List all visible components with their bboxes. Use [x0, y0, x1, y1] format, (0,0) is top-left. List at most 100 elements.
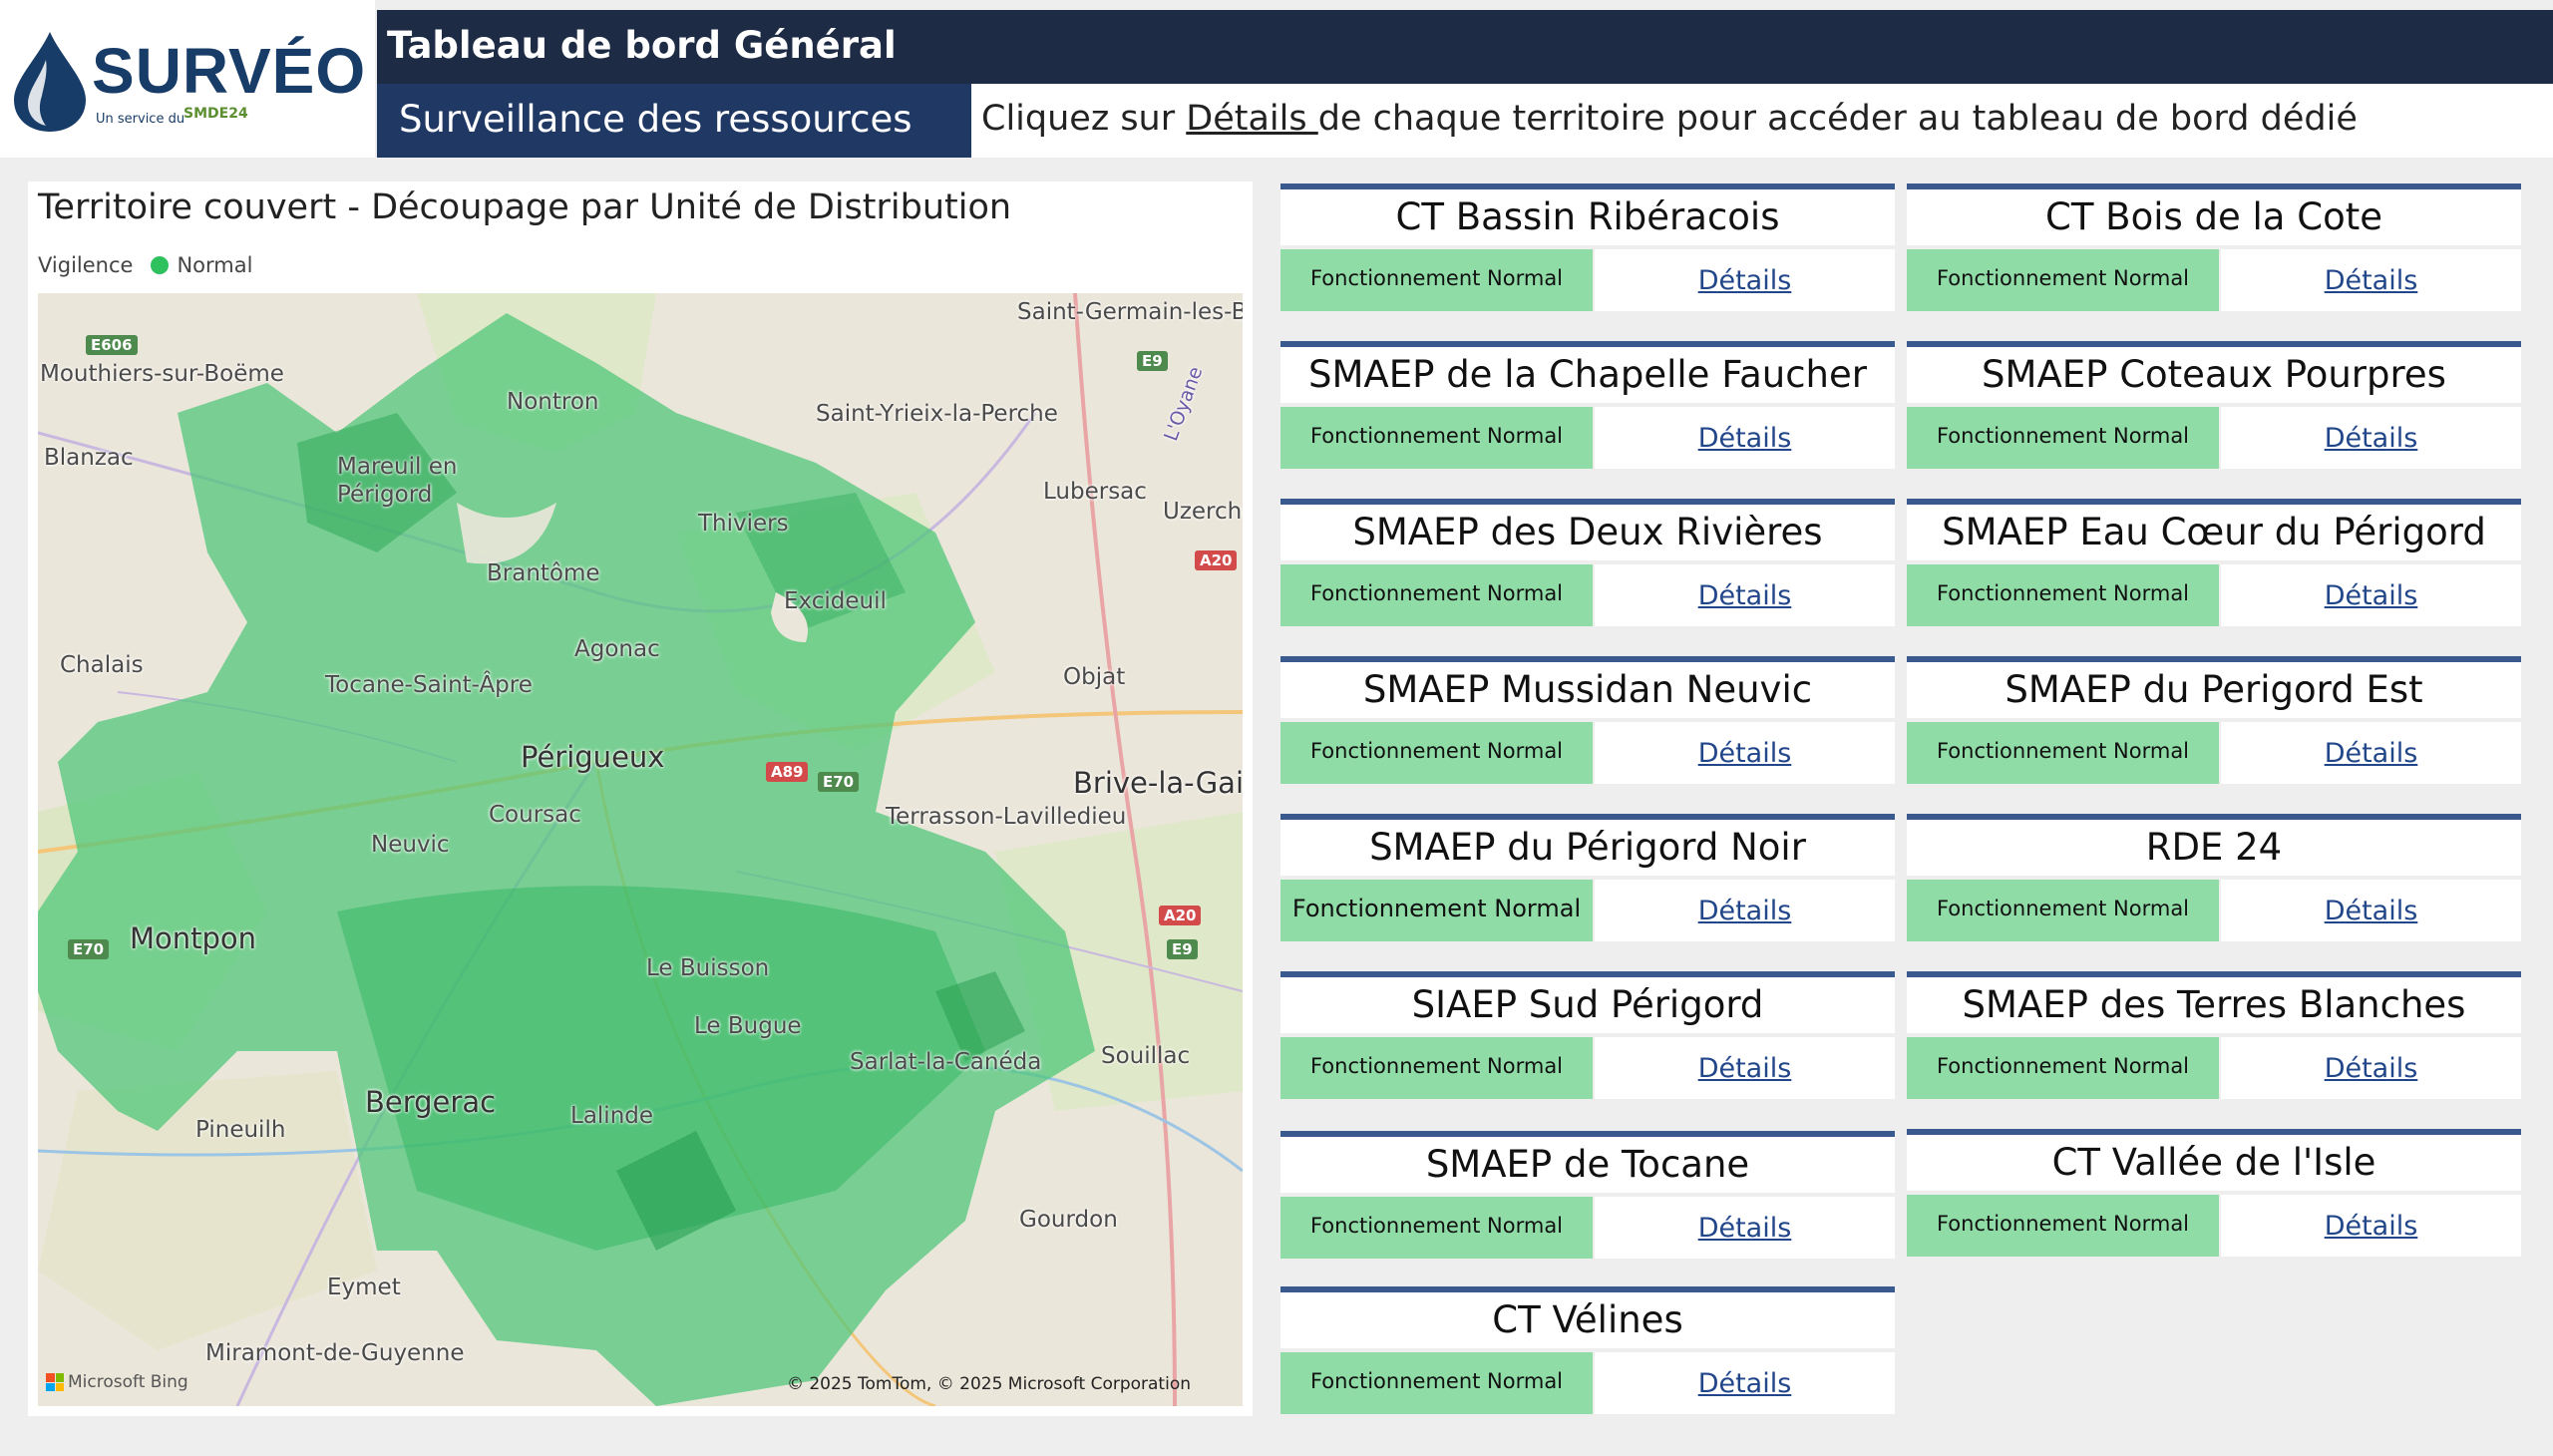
territory-card: CT Vélines Fonctionnement Normal Détails [1280, 1286, 1895, 1414]
details-link[interactable]: Détails [2221, 564, 2521, 626]
status-badge: Fonctionnement Normal [1280, 1197, 1593, 1259]
details-link[interactable]: Détails [2221, 1037, 2521, 1099]
status-badge: Fonctionnement Normal [1280, 1037, 1593, 1099]
legend-label: Vigilence [38, 253, 134, 277]
place-label: Le Bugue [694, 1013, 802, 1039]
territory-name: SMAEP Eau Cœur du Périgord [1907, 499, 2521, 560]
microsoft-logo-icon [46, 1373, 64, 1391]
place-label: Blanzac [44, 445, 134, 471]
place-label: Lalinde [570, 1103, 654, 1129]
place-label: Miramont-de-Guyenne [205, 1340, 465, 1366]
place-label: Chalais [60, 652, 144, 678]
territory-name: CT Vélines [1280, 1286, 1895, 1348]
logo: SURVÉO Un service du SMDE24 [0, 0, 375, 158]
territory-name: CT Bassin Ribéracois [1280, 183, 1895, 245]
legend-dot-icon [151, 256, 170, 274]
status-badge: Fonctionnement Normal [1907, 1037, 2219, 1099]
place-label: Pineuilh [195, 1117, 286, 1143]
status-badge: Fonctionnement Normal [1907, 722, 2219, 784]
map-title: Territoire couvert - Découpage par Unité… [38, 187, 1012, 227]
road-shield: E9 [1167, 939, 1198, 959]
instruction-details-word: Détails [1186, 99, 1318, 139]
details-link[interactable]: Détails [1595, 722, 1895, 784]
territory-card: CT Bois de la Cote Fonctionnement Normal… [1907, 183, 2521, 311]
place-label: Agonac [574, 636, 660, 662]
status-badge: Fonctionnement Normal [1907, 564, 2219, 626]
details-link[interactable]: Détails [2221, 407, 2521, 469]
territory-card: SMAEP des Terres Blanches Fonctionnement… [1907, 971, 2521, 1099]
territory-card: SMAEP de Tocane Fonctionnement Normal Dé… [1280, 1131, 1895, 1259]
place-label: Terrasson-Lavilledieu [886, 804, 1127, 830]
details-link[interactable]: Détails [1595, 249, 1895, 311]
details-link[interactable]: Détails [1595, 1352, 1895, 1414]
territory-card: SIAEP Sud Périgord Fonctionnement Normal… [1280, 971, 1895, 1099]
territory-name: SMAEP Coteaux Pourpres [1907, 341, 2521, 403]
details-link[interactable]: Détails [2221, 722, 2521, 784]
instruction-suffix: de chaque territoire pour accéder au tab… [1317, 99, 2358, 139]
map-legend: Vigilence Normal [38, 253, 252, 277]
partner-logo: SMDE24 [183, 106, 248, 122]
territory-name: CT Bois de la Cote [1907, 183, 2521, 245]
place-label: Excideuil [784, 588, 887, 614]
brand-name: SURVÉO [92, 35, 367, 107]
territory-card: SMAEP de la Chapelle Faucher Fonctionnem… [1280, 341, 1895, 469]
territory-cards: CT Bassin Ribéracois Fonctionnement Norm… [1280, 183, 2525, 1420]
section-tab[interactable]: Surveillance des ressources [377, 84, 971, 158]
map-panel: Territoire couvert - Découpage par Unité… [28, 182, 1253, 1416]
page-title: Tableau de bord Général [387, 24, 897, 67]
territory-name: SMAEP du Périgord Noir [1280, 814, 1895, 876]
territory-card: CT Bassin Ribéracois Fonctionnement Norm… [1280, 183, 1895, 311]
territory-card: CT Vallée de l'Isle Fonctionnement Norma… [1907, 1129, 2521, 1257]
place-label: Mouthiers-sur-Boëme [40, 361, 284, 387]
status-badge: Fonctionnement Normal [1907, 880, 2219, 941]
map-provider-text: Microsoft Bing [68, 1372, 188, 1392]
territory-name: RDE 24 [1907, 814, 2521, 876]
territory-name: SMAEP du Perigord Est [1907, 656, 2521, 718]
place-label: Saint-Yrieix-la-Perche [816, 401, 1058, 427]
details-link[interactable]: Détails [1595, 564, 1895, 626]
place-label: Tocane-Saint-Âpre [325, 672, 533, 698]
details-link[interactable]: Détails [1595, 880, 1895, 941]
territory-card: SMAEP Eau Cœur du Périgord Fonctionnemen… [1907, 499, 2521, 626]
territory-card: SMAEP Mussidan Neuvic Fonctionnement Nor… [1280, 656, 1895, 784]
instruction-text: Cliquez sur Détails de chaque territoire… [981, 99, 2358, 139]
details-link[interactable]: Détails [2221, 880, 2521, 941]
place-label: Lubersac [1043, 479, 1147, 505]
details-link[interactable]: Détails [2221, 249, 2521, 311]
title-bar: Tableau de bord Général [377, 10, 2553, 84]
territory-card: SMAEP Coteaux Pourpres Fonctionnement No… [1907, 341, 2521, 469]
road-shield: A20 [1159, 906, 1202, 925]
legend-item: Normal [177, 253, 253, 277]
details-link[interactable]: Détails [1595, 1037, 1895, 1099]
territory-map[interactable]: Saint-Germain-les-B Mouthiers-sur-Boëme … [38, 293, 1243, 1406]
details-link[interactable]: Détails [2221, 1195, 2521, 1257]
water-drop-icon [14, 32, 86, 132]
status-badge: Fonctionnement Normal [1907, 407, 2219, 469]
instruction-prefix: Cliquez sur [981, 99, 1187, 139]
place-label: Brantôme [487, 560, 600, 586]
road-shield: E70 [68, 939, 110, 959]
place-label: Montpon [130, 921, 257, 955]
territory-name: SMAEP des Terres Blanches [1907, 971, 2521, 1033]
status-badge: Fonctionnement Normal [1280, 1352, 1593, 1414]
status-badge: Fonctionnement Normal [1280, 249, 1593, 311]
place-label: Saint-Germain-les-B [1017, 299, 1243, 325]
place-label: Gourdon [1019, 1207, 1118, 1233]
place-label: Mareuil en Périgord [337, 454, 458, 508]
road-shield: E9 [1137, 351, 1168, 371]
place-label: Sarlat-la-Canéda [850, 1049, 1042, 1075]
details-link[interactable]: Détails [1595, 1197, 1895, 1259]
status-badge: Fonctionnement Normal [1280, 880, 1593, 941]
territory-name: SIAEP Sud Périgord [1280, 971, 1895, 1033]
map-base-layer [38, 293, 1243, 1406]
place-label: Neuvic [371, 832, 450, 858]
map-provider-logo: Microsoft Bing [46, 1372, 188, 1392]
road-shield: A20 [1195, 550, 1238, 570]
details-link[interactable]: Détails [1595, 407, 1895, 469]
place-label: Bergerac [365, 1085, 497, 1119]
status-badge: Fonctionnement Normal [1907, 249, 2219, 311]
territory-name: CT Vallée de l'Isle [1907, 1129, 2521, 1191]
place-label: Eymet [327, 1274, 401, 1300]
territory-card: SMAEP des Deux Rivières Fonctionnement N… [1280, 499, 1895, 626]
territory-name: SMAEP des Deux Rivières [1280, 499, 1895, 560]
